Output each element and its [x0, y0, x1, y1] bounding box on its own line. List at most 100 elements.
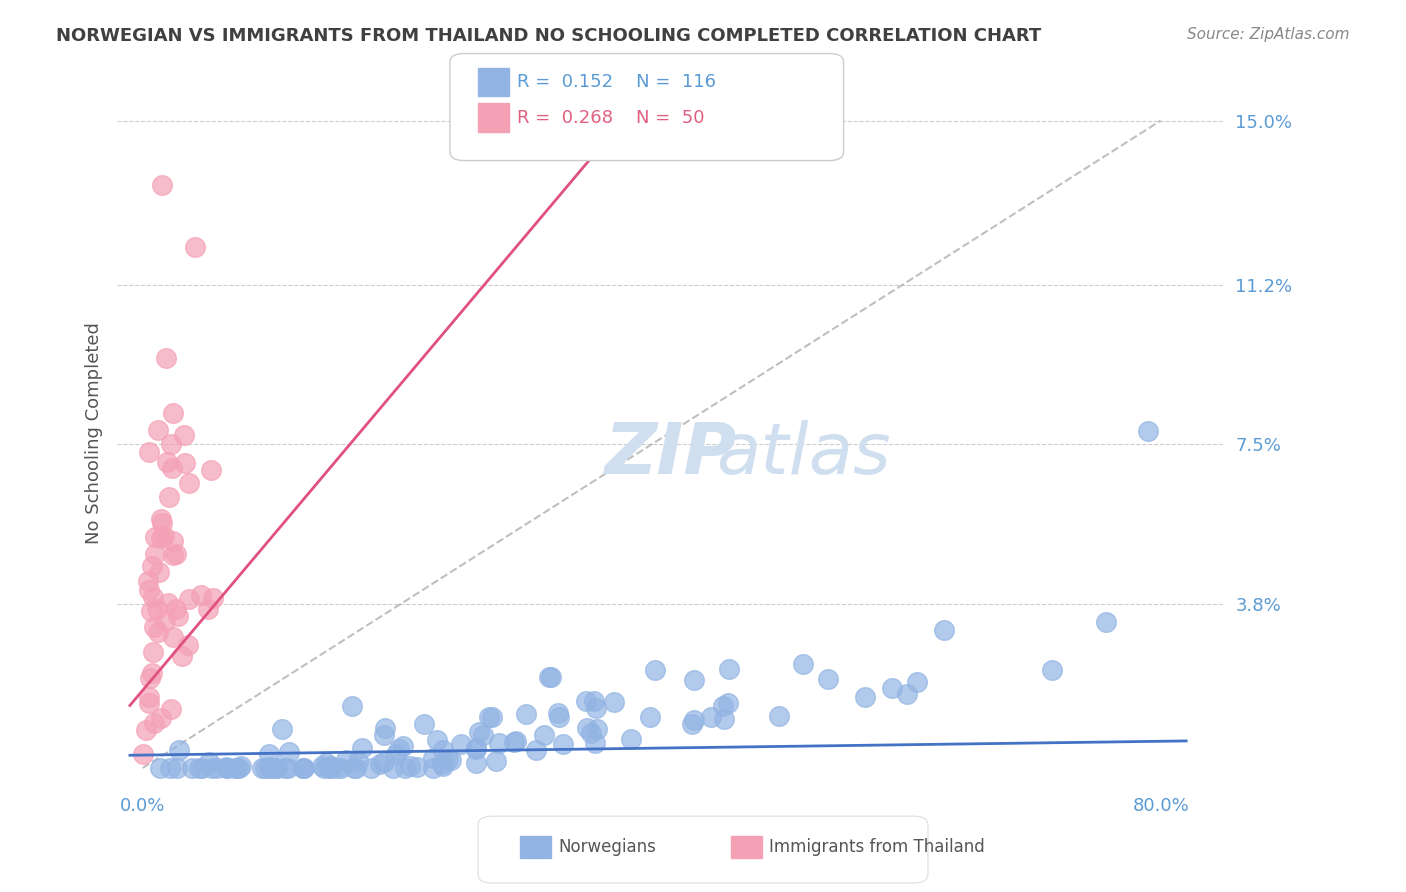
Immigrants from Thailand	[156, 455, 179, 469]
Norwegians	[318, 761, 340, 775]
Norwegians	[166, 761, 188, 775]
Norwegians	[576, 721, 599, 735]
Norwegians	[465, 742, 488, 756]
Norwegians	[149, 761, 172, 775]
Text: Norwegians: Norwegians	[558, 838, 657, 856]
Norwegians	[262, 761, 284, 775]
Immigrants from Thailand	[190, 588, 212, 602]
Norwegians	[683, 714, 706, 728]
Immigrants from Thailand	[150, 178, 173, 193]
Norwegians	[717, 662, 740, 676]
Norwegians	[250, 761, 273, 775]
Norwegians	[683, 673, 706, 687]
Norwegians	[292, 761, 315, 775]
Norwegians	[422, 761, 444, 775]
Norwegians	[278, 745, 301, 759]
Immigrants from Thailand	[197, 601, 219, 615]
Norwegians	[274, 761, 297, 775]
Text: Immigrants from Thailand: Immigrants from Thailand	[769, 838, 984, 856]
Norwegians	[436, 752, 458, 766]
Norwegians	[465, 740, 488, 755]
Immigrants from Thailand	[201, 591, 224, 606]
Norwegians	[579, 726, 602, 740]
Norwegians	[547, 706, 569, 720]
Immigrants from Thailand	[172, 648, 194, 663]
Norwegians	[373, 728, 395, 742]
Norwegians	[257, 759, 280, 773]
Norwegians	[259, 761, 281, 775]
Norwegians	[201, 761, 224, 775]
Immigrants from Thailand	[150, 516, 173, 530]
Immigrants from Thailand	[179, 591, 201, 606]
Norwegians	[681, 716, 703, 731]
Immigrants from Thailand	[165, 548, 187, 562]
Immigrants from Thailand	[142, 591, 165, 605]
Norwegians	[264, 761, 287, 775]
Immigrants from Thailand	[152, 529, 174, 543]
Text: R =  0.268    N =  50: R = 0.268 N = 50	[517, 109, 704, 127]
Norwegians	[465, 756, 488, 770]
Immigrants from Thailand	[162, 534, 184, 549]
Norwegians	[792, 657, 814, 671]
Immigrants from Thailand	[143, 620, 166, 634]
Norwegians	[468, 724, 491, 739]
Immigrants from Thailand	[142, 645, 165, 659]
Immigrants from Thailand	[162, 461, 184, 475]
Immigrants from Thailand	[135, 723, 157, 737]
Norwegians	[315, 756, 337, 770]
Text: Source: ZipAtlas.com: Source: ZipAtlas.com	[1187, 27, 1350, 42]
Immigrants from Thailand	[132, 747, 155, 761]
Norwegians	[768, 709, 790, 723]
Norwegians	[505, 733, 527, 747]
Y-axis label: No Schooling Completed: No Schooling Completed	[86, 323, 103, 544]
Norwegians	[253, 761, 276, 775]
Immigrants from Thailand	[162, 630, 184, 644]
Text: ZIP: ZIP	[605, 420, 737, 490]
Norwegians	[319, 761, 342, 775]
Immigrants from Thailand	[177, 476, 200, 491]
Norwegians	[257, 747, 280, 761]
Norwegians	[422, 750, 444, 764]
Immigrants from Thailand	[143, 547, 166, 561]
Immigrants from Thailand	[173, 427, 195, 442]
Norwegians	[533, 728, 555, 742]
Norwegians	[259, 761, 281, 775]
Immigrants from Thailand	[177, 638, 200, 652]
Immigrants from Thailand	[141, 665, 163, 680]
Immigrants from Thailand	[200, 463, 222, 477]
Norwegians	[226, 761, 249, 775]
Text: R =  0.152    N =  116: R = 0.152 N = 116	[517, 73, 717, 91]
Norwegians	[381, 761, 404, 775]
Immigrants from Thailand	[146, 423, 169, 437]
Norwegians	[405, 760, 427, 774]
Norwegians	[880, 681, 903, 695]
Norwegians	[344, 761, 367, 775]
Norwegians	[432, 756, 454, 771]
Norwegians	[638, 710, 661, 724]
Immigrants from Thailand	[148, 566, 170, 580]
Norwegians	[217, 761, 239, 775]
Norwegians	[713, 712, 735, 726]
Norwegians	[188, 761, 211, 775]
Immigrants from Thailand	[142, 715, 165, 730]
Immigrants from Thailand	[162, 548, 184, 562]
Immigrants from Thailand	[157, 596, 180, 610]
Norwegians	[700, 710, 723, 724]
Norwegians	[388, 742, 411, 756]
Norwegians	[326, 761, 349, 775]
Norwegians	[228, 761, 250, 775]
Norwegians	[484, 754, 506, 768]
Norwegians	[432, 743, 454, 757]
Norwegians	[585, 701, 607, 715]
Norwegians	[207, 761, 229, 775]
Text: NORWEGIAN VS IMMIGRANTS FROM THAILAND NO SCHOOLING COMPLETED CORRELATION CHART: NORWEGIAN VS IMMIGRANTS FROM THAILAND NO…	[56, 27, 1042, 45]
Norwegians	[817, 672, 839, 686]
Immigrants from Thailand	[138, 583, 160, 598]
Norwegians	[644, 663, 666, 677]
Norwegians	[312, 761, 335, 775]
Immigrants from Thailand	[160, 701, 183, 715]
Norwegians	[321, 759, 343, 773]
Norwegians	[1136, 425, 1159, 439]
Norwegians	[440, 753, 463, 767]
Text: atlas: atlas	[716, 420, 891, 490]
